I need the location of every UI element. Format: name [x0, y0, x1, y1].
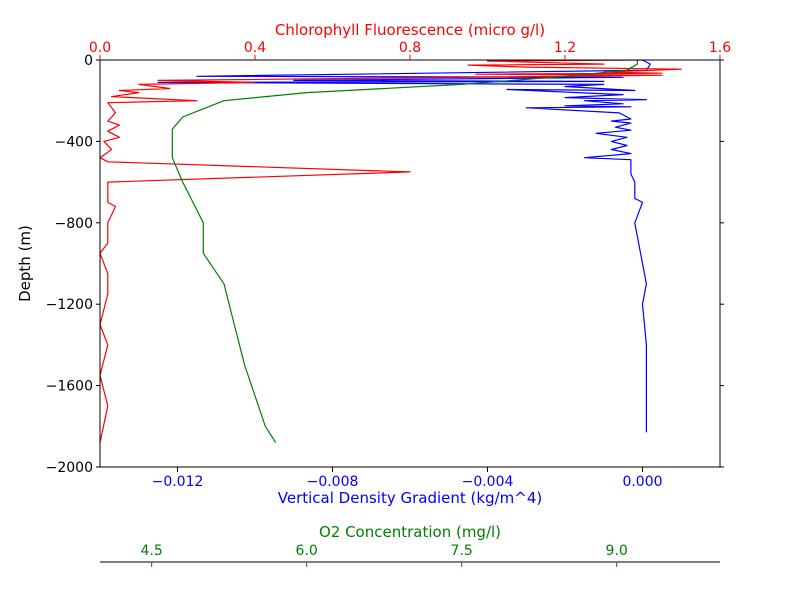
o2-tick-label: 7.5 — [451, 543, 473, 559]
top-tick-label: 1.6 — [709, 40, 731, 56]
top-tick-label: 1.2 — [554, 40, 576, 56]
bottom-tick-label: −0.012 — [152, 474, 204, 490]
top-tick-label: 0.4 — [244, 40, 266, 56]
top-tick-label: 0.8 — [399, 40, 421, 56]
series-line-top — [99, 59, 682, 443]
y-tick-label: −1200 — [46, 297, 93, 313]
bottom-tick-label: 0.000 — [622, 474, 662, 490]
y-axis-title: Depth (m) — [16, 225, 34, 302]
series-line-o2 — [171, 60, 638, 443]
plot-frame — [99, 59, 721, 468]
o2-tick-label: 6.0 — [296, 543, 318, 559]
top-tick-label: 0.0 — [89, 40, 111, 56]
y-tick-label: −2000 — [46, 460, 93, 476]
top-axis-title: Chlorophyll Fluorescence (micro g/l) — [275, 21, 545, 39]
y-tick-label: −800 — [55, 216, 93, 232]
o2-tick-label: 9.0 — [606, 543, 628, 559]
y-tick-label: −1600 — [46, 379, 93, 395]
bottom-tick-label: −0.004 — [462, 474, 514, 490]
o2-tick-label: 4.5 — [141, 543, 163, 559]
y-tick-label: −400 — [55, 134, 93, 150]
series-line-bottom — [157, 59, 651, 433]
axes-layer: 0 −400 −800 −1200 −1600 −2000 −0.012 −0.008 −0.0… — [46, 40, 731, 567]
y-tick-label: 0 — [84, 53, 93, 69]
o2-axis-title: O2 Concentration (mg/l) — [319, 523, 501, 541]
bottom-tick-label: −0.008 — [307, 474, 359, 490]
bottom-axis-title: Vertical Density Gradient (kg/m^4) — [278, 489, 542, 507]
series-layer — [99, 59, 682, 443]
